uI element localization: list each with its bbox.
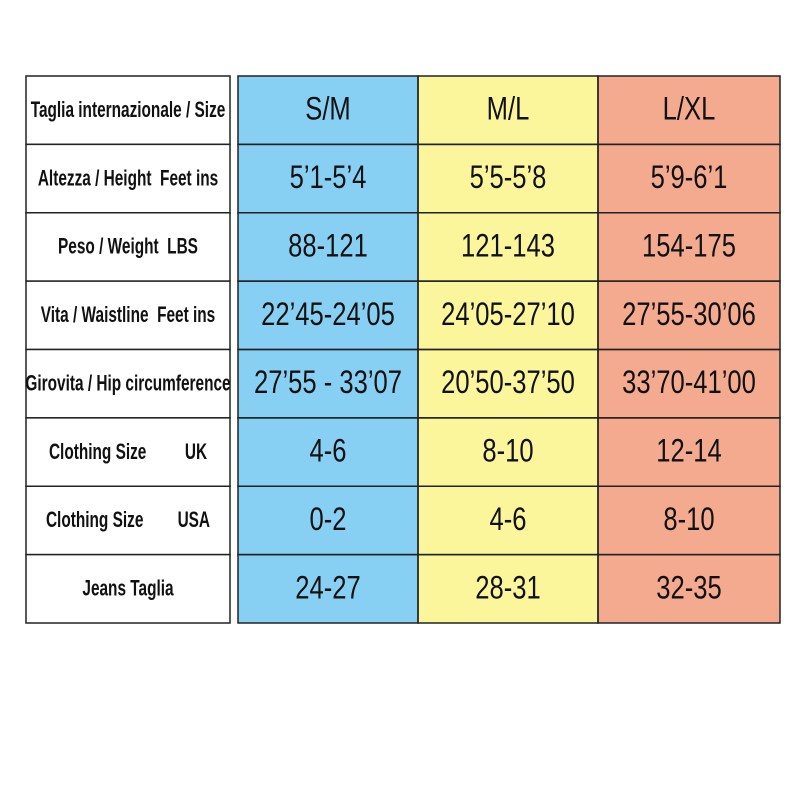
value-wrap: 154-175 [642,229,736,264]
label-cell [25,485,231,556]
label-wrap: Girovita / Hip circumference [25,372,230,396]
value-wrap: 28-31 [475,571,540,606]
size-value: 5’9-6’1 [651,160,728,195]
size-value: 5’5-5’8 [470,160,547,195]
value-wrap: 4-6 [490,502,527,537]
size-value: 12-14 [656,434,721,469]
label-cell [25,553,231,624]
label-cell [25,75,231,146]
value-wrap: L/XL [663,92,716,127]
value-wrap: 22’45-24’05 [261,297,395,332]
value-wrap: S/M [305,92,351,127]
value-wrap: 121-143 [461,229,555,264]
size-value: 4-6 [310,434,347,469]
value-wrap: 24’05-27’10 [441,297,575,332]
value-wrap: 0-2 [310,502,347,537]
label-cell [25,280,231,351]
label-wrap: Vita / Waistline Feet ins [41,304,215,328]
size-value: 20’50-37’50 [441,366,575,401]
value-wrap: 24-27 [295,571,360,606]
value-wrap: 88-121 [288,229,368,264]
size-value: 8-10 [482,434,533,469]
size-value: 24-27 [295,571,360,606]
value-wrap: 12-14 [656,434,721,469]
row-label: Peso / Weight LBS [58,235,198,259]
label-wrap: Altezza / Height Feet ins [38,167,218,191]
size-value: 28-31 [475,571,540,606]
label-wrap: Clothing Size USA [46,509,210,533]
value-wrap: 20’50-37’50 [441,366,575,401]
value-cell [597,553,781,624]
size-header: S/M [305,92,351,127]
value-wrap: 8-10 [663,502,714,537]
label-cell [25,212,231,282]
size-header: L/XL [663,92,716,127]
value-wrap: M/L [487,92,530,127]
size-header: M/L [487,92,530,127]
size-value: 4-6 [490,502,527,537]
label-wrap: Peso / Weight LBS [58,235,198,259]
row-label: Girovita / Hip circumference [25,372,230,396]
label-wrap: Taglia internazionale / Size [31,98,226,122]
row-label: Clothing Size UK [49,440,207,464]
row-label: Jeans Taglia [82,577,174,601]
row-label: Vita / Waistline Feet ins [41,304,215,328]
value-wrap: 33’70-41’00 [622,366,756,401]
size-value: 22’45-24’05 [261,297,395,332]
value-wrap: 27’55 - 33’07 [254,366,402,401]
size-value: 0-2 [310,502,347,537]
size-value: 33’70-41’00 [622,366,756,401]
value-wrap: 5’9-6’1 [651,160,728,195]
size-value: 88-121 [288,229,368,264]
value-wrap: 8-10 [482,434,533,469]
label-wrap: Clothing Size UK [49,440,207,464]
value-wrap: 32-35 [656,571,721,606]
row-label: Clothing Size USA [46,509,210,533]
size-value: 24’05-27’10 [441,297,575,332]
size-value: 154-175 [642,229,736,264]
size-value: 121-143 [461,229,555,264]
value-wrap: 27’55-30’06 [622,297,756,332]
value-wrap: 5’1-5’4 [290,160,367,195]
label-wrap: Jeans Taglia [82,577,174,601]
value-wrap: 5’5-5’8 [470,160,547,195]
row-label: Taglia internazionale / Size [31,98,226,122]
value-wrap: 4-6 [310,434,347,469]
row-label: Altezza / Height Feet ins [38,167,218,191]
size-value: 5’1-5’4 [290,160,367,195]
size-value: 27’55 - 33’07 [254,366,402,401]
size-value: 27’55-30’06 [622,297,756,332]
size-value: 8-10 [663,502,714,537]
label-cell [25,348,231,419]
label-cell [25,417,231,487]
size-value: 32-35 [656,571,721,606]
